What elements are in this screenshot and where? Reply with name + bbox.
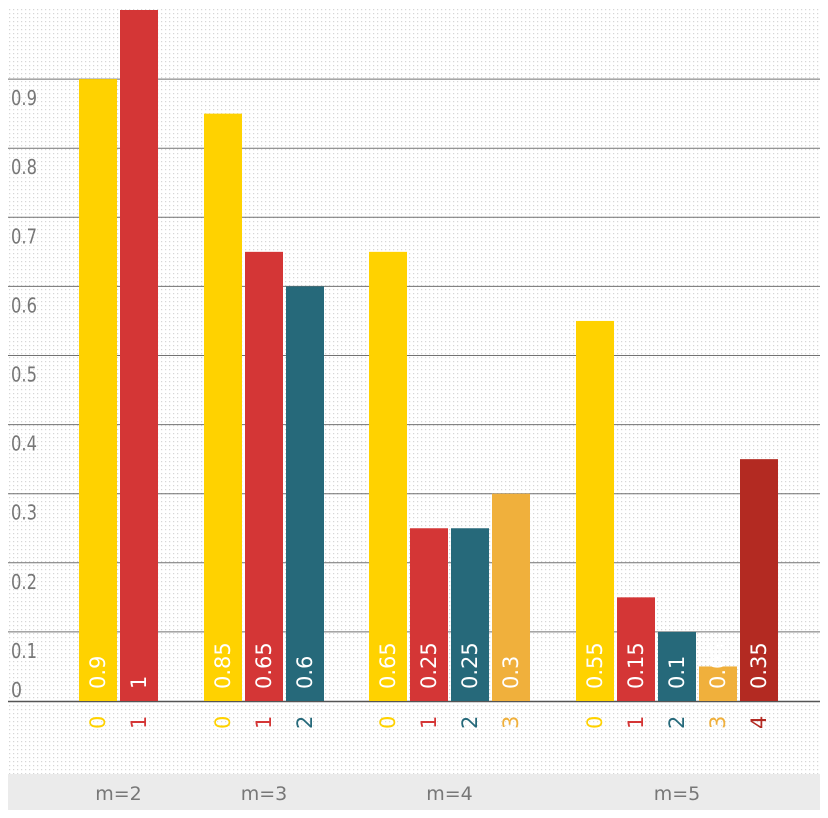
footer-band bbox=[8, 774, 820, 810]
bar-m=4-0 bbox=[369, 251, 407, 701]
category-label-m=3-0: 0 bbox=[211, 716, 235, 729]
bar-m=5-1 bbox=[617, 597, 655, 701]
bars bbox=[79, 10, 778, 702]
y-tick-label-6: 0.6 bbox=[11, 293, 37, 317]
bar-m=5-0 bbox=[576, 320, 614, 701]
category-label-m=2-1: 1 bbox=[127, 716, 151, 729]
data-label-m=5-0: 0.55 bbox=[583, 642, 607, 689]
data-label-m=5-1: 0.15 bbox=[624, 642, 648, 689]
y-tick-label-4: 0.4 bbox=[11, 432, 37, 456]
category-label-m=4-1: 1 bbox=[417, 716, 441, 729]
bar-m=5-2 bbox=[658, 631, 696, 701]
data-label-m=2-1: 1 bbox=[127, 676, 151, 689]
data-label-m=4-2: 0.25 bbox=[458, 642, 482, 689]
group-label-m=4: m=4 bbox=[426, 783, 473, 805]
y-tick-label-1: 0.1 bbox=[11, 639, 37, 663]
group-label-m=3: m=3 bbox=[241, 783, 288, 805]
y-tick-label-7: 0.7 bbox=[11, 224, 37, 248]
group-label-m=5: m=5 bbox=[654, 783, 701, 805]
data-label-m=2-0: 0.9 bbox=[86, 656, 110, 689]
data-label-m=3-2: 0.6 bbox=[293, 656, 317, 689]
bar-m=4-1 bbox=[410, 528, 448, 701]
data-label-m=5-4: 0.35 bbox=[747, 642, 771, 689]
category-label-m=5-4: 4 bbox=[747, 716, 771, 729]
bar-m=2-0 bbox=[79, 79, 117, 702]
category-label-m=4-3: 3 bbox=[499, 716, 523, 729]
bar-m=3-2 bbox=[286, 286, 324, 701]
data-label-m=4-3: 0.3 bbox=[499, 656, 523, 689]
data-label-m=4-1: 0.25 bbox=[417, 642, 441, 689]
data-label-m=5-2: 0.1 bbox=[665, 656, 689, 689]
bar-m=5-3 bbox=[699, 666, 737, 701]
bar-m=5-4 bbox=[740, 459, 778, 701]
data-label-m=3-0: 0.85 bbox=[211, 642, 235, 689]
y-tick-label-3: 0.3 bbox=[11, 501, 37, 525]
category-label-m=3-1: 1 bbox=[252, 716, 276, 729]
category-label-m=5-1: 1 bbox=[624, 716, 648, 729]
data-label-m=5-3: 0.05 bbox=[706, 642, 730, 689]
bar-m=2-1 bbox=[120, 10, 158, 701]
y-tick-label-9: 0.9 bbox=[11, 86, 37, 110]
labels: 0 0.1 0.2 0.3 0.4 0.5 0.6 0.7 0.8 0.9 0.9 0 1 1 m=2 0.8… bbox=[11, 86, 771, 805]
category-label-m=4-0: 0 bbox=[376, 716, 400, 729]
bar-m=4-2 bbox=[451, 528, 489, 701]
category-label-m=4-2: 2 bbox=[458, 716, 482, 729]
y-tick-label-0: 0 bbox=[11, 678, 22, 702]
category-label-m=5-3: 3 bbox=[706, 716, 730, 729]
category-label-m=5-0: 0 bbox=[583, 716, 607, 729]
bar-m=3-1 bbox=[245, 251, 283, 701]
category-label-m=5-2: 2 bbox=[665, 716, 689, 729]
category-label-m=3-2: 2 bbox=[293, 716, 317, 729]
bar-m=3-0 bbox=[204, 113, 242, 701]
y-tick-label-5: 0.5 bbox=[11, 363, 37, 387]
group-label-m=2: m=2 bbox=[95, 783, 142, 805]
data-label-m=3-1: 0.65 bbox=[252, 642, 276, 689]
y-tick-label-2: 0.2 bbox=[11, 570, 37, 594]
category-label-m=2-0: 0 bbox=[86, 716, 110, 729]
bar-m=4-3 bbox=[492, 493, 530, 701]
y-tick-label-8: 0.8 bbox=[11, 155, 37, 179]
data-label-m=4-0: 0.65 bbox=[376, 642, 400, 689]
